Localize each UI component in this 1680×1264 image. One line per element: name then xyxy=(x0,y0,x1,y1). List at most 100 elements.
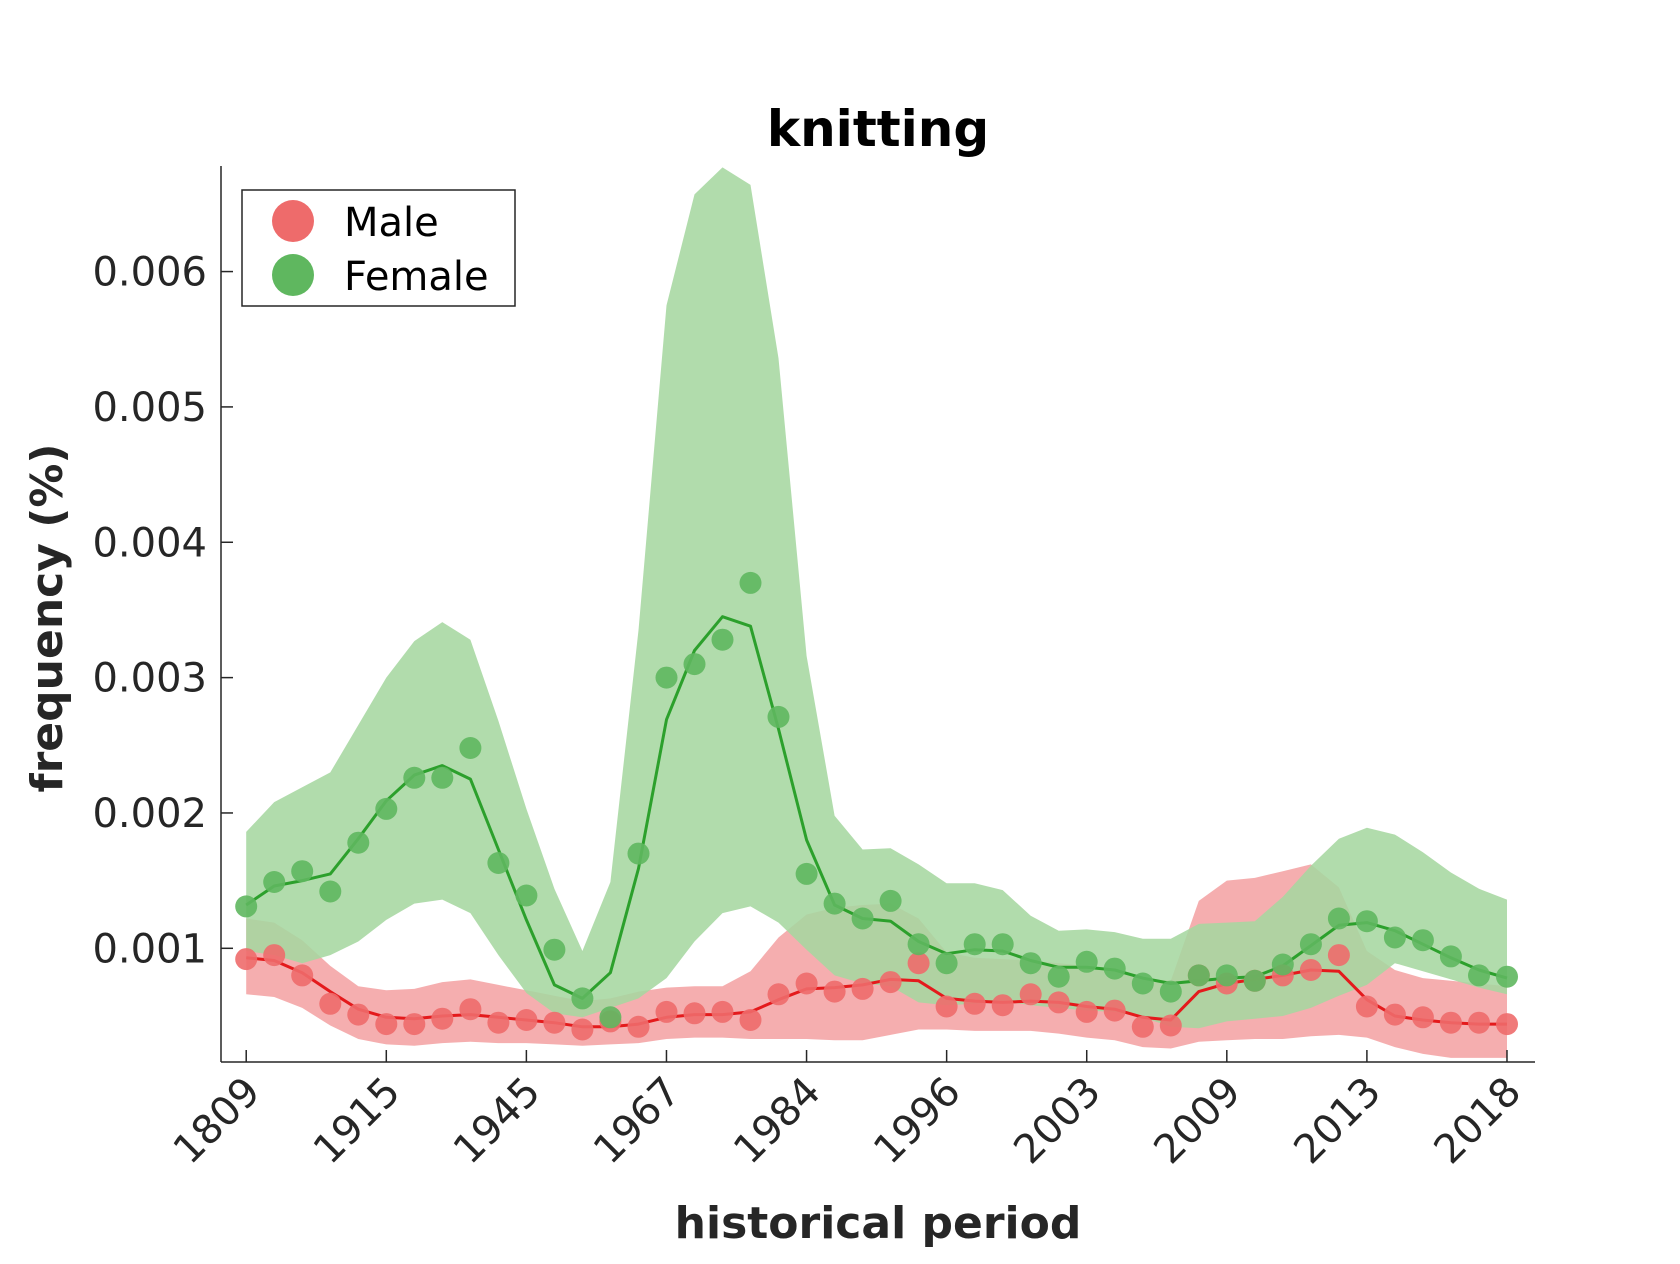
trend-line-female xyxy=(245,615,1508,1000)
point-male xyxy=(347,1003,370,1026)
y-tick-label: 0.002 xyxy=(92,791,207,837)
point-male xyxy=(1131,1015,1154,1038)
point-female xyxy=(683,653,706,676)
point-male xyxy=(571,1018,594,1041)
point-female xyxy=(823,892,846,915)
point-male xyxy=(1468,1011,1490,1034)
point-female xyxy=(375,797,398,820)
point-male xyxy=(711,1000,734,1023)
point-female xyxy=(599,1006,622,1029)
band-female xyxy=(246,167,1508,1029)
point-female xyxy=(739,571,762,594)
point-female xyxy=(543,938,566,961)
chart-title: knitting xyxy=(767,100,989,158)
point-female xyxy=(907,933,930,956)
point-female xyxy=(1019,952,1042,975)
point-female xyxy=(291,860,314,883)
data-points xyxy=(235,571,1518,1041)
point-male xyxy=(823,980,846,1003)
point-female xyxy=(571,987,594,1010)
point-male xyxy=(235,948,258,971)
point-male xyxy=(879,971,902,994)
point-male xyxy=(1411,1006,1434,1029)
point-male xyxy=(319,992,342,1015)
point-female xyxy=(487,852,510,874)
legend: Male Female xyxy=(241,189,516,307)
y-tick-label: 0.001 xyxy=(92,926,207,972)
point-female xyxy=(935,952,958,975)
point-female xyxy=(431,766,454,789)
point-female xyxy=(515,884,538,907)
x-tick-label: 1984 xyxy=(725,1069,830,1174)
point-male xyxy=(291,964,314,987)
legend-label-male: Male xyxy=(344,200,439,246)
point-male xyxy=(431,1007,454,1030)
point-female xyxy=(235,895,258,918)
point-male xyxy=(1047,991,1070,1014)
point-female xyxy=(347,831,370,854)
point-female xyxy=(1327,907,1350,930)
point-female xyxy=(795,862,818,885)
point-female xyxy=(963,933,986,956)
point-female xyxy=(263,871,286,893)
x-tick-label: 2003 xyxy=(1005,1069,1110,1174)
point-male xyxy=(1383,1003,1406,1026)
y-tick-label: 0.006 xyxy=(92,250,207,296)
point-female xyxy=(1243,969,1266,992)
point-male xyxy=(515,1009,538,1031)
point-male xyxy=(1327,944,1350,967)
point-female xyxy=(991,933,1014,956)
point-female xyxy=(1411,929,1434,952)
point-male xyxy=(1019,983,1042,1006)
point-male xyxy=(935,995,958,1018)
legend-marker-female xyxy=(272,254,314,296)
point-male xyxy=(795,972,818,995)
point-male xyxy=(543,1011,566,1034)
point-female xyxy=(1131,972,1154,995)
point-female xyxy=(851,907,874,930)
point-female xyxy=(1215,964,1238,987)
point-female xyxy=(1496,965,1518,988)
legend-label-female: Female xyxy=(344,254,489,300)
x-tick-label: 1809 xyxy=(165,1069,270,1174)
x-tick-label: 1967 xyxy=(585,1069,690,1174)
x-tick-label: 2018 xyxy=(1426,1069,1531,1174)
point-male xyxy=(263,944,286,967)
x-tick-label: 2009 xyxy=(1145,1069,1250,1174)
point-male xyxy=(1075,1000,1098,1023)
point-male xyxy=(1299,959,1322,981)
point-female xyxy=(1355,910,1378,933)
point-male xyxy=(1103,999,1126,1022)
point-female xyxy=(711,628,734,651)
x-tick-label: 1915 xyxy=(305,1069,410,1174)
trend-line-male xyxy=(246,956,1507,1029)
legend-marker-male xyxy=(272,200,314,242)
point-male xyxy=(1439,1011,1462,1034)
point-male xyxy=(655,1000,678,1023)
point-female xyxy=(767,705,790,728)
point-male xyxy=(767,983,790,1006)
x-tick-label: 1945 xyxy=(445,1069,550,1174)
point-male xyxy=(963,992,986,1015)
point-female xyxy=(1299,933,1322,956)
point-female xyxy=(879,889,902,912)
point-female xyxy=(1383,926,1406,949)
y-tick-label: 0.003 xyxy=(92,656,207,702)
trend-lines xyxy=(245,615,1508,1029)
point-female xyxy=(319,880,342,903)
x-tick-label: 1996 xyxy=(865,1069,970,1174)
point-male xyxy=(851,977,874,1000)
point-male xyxy=(459,998,482,1021)
point-male xyxy=(1496,1013,1518,1036)
point-female xyxy=(1159,980,1182,1003)
point-male xyxy=(991,994,1014,1017)
point-female xyxy=(459,737,482,759)
point-female xyxy=(627,842,650,865)
point-male xyxy=(907,952,930,975)
y-axis-label: frequency (%) xyxy=(22,443,73,792)
y-tick-label: 0.005 xyxy=(92,385,207,431)
point-female xyxy=(403,766,426,789)
point-male xyxy=(375,1013,398,1036)
point-female xyxy=(1271,953,1294,976)
